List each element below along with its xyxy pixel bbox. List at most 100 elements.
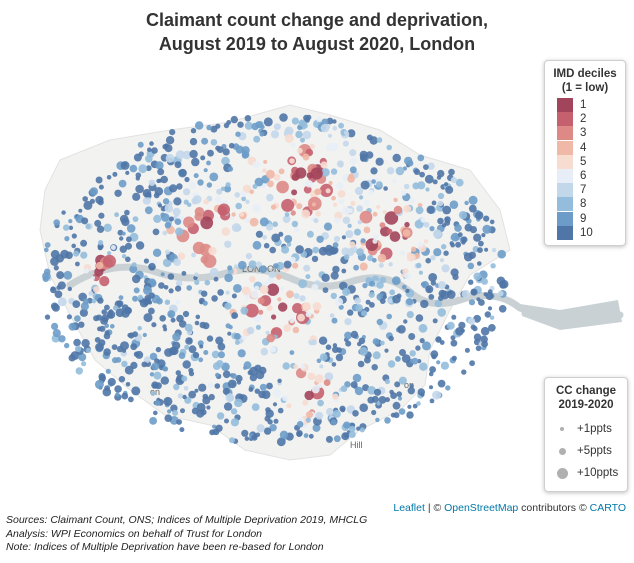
ward-point (397, 325, 406, 334)
ward-point (450, 232, 460, 242)
ward-point (183, 199, 189, 205)
imd-legend-item: 3 (551, 126, 619, 141)
imd-legend-title-2: (1 = low) (561, 82, 609, 94)
ward-point (477, 261, 482, 266)
ward-point (292, 303, 303, 314)
ward-point (419, 338, 425, 344)
ward-point (241, 429, 249, 437)
ward-point (115, 357, 122, 363)
ward-point (238, 260, 247, 270)
ward-point (244, 121, 253, 130)
ward-point (480, 326, 490, 336)
imd-legend-item: 7 (551, 183, 619, 198)
ward-point (263, 427, 272, 435)
ward-point (377, 253, 387, 263)
ward-point (229, 437, 235, 444)
ward-point (99, 325, 106, 332)
ward-point (469, 226, 477, 234)
ward-point (388, 335, 394, 342)
ward-point (331, 195, 336, 201)
note-line: Note: Indices of Multiple Deprivation ha… (6, 541, 324, 553)
ward-point (80, 251, 88, 259)
cc-legend-item: +1ppts (551, 418, 621, 440)
ward-point (192, 351, 200, 359)
ward-point (149, 352, 158, 361)
ward-point (159, 315, 166, 322)
ward-point (356, 205, 364, 212)
ward-point (234, 398, 243, 408)
ward-point (170, 317, 176, 323)
ward-point (338, 304, 344, 310)
ward-point (322, 287, 329, 293)
ward-point (68, 322, 77, 331)
ward-point (164, 299, 171, 305)
ward-point (309, 143, 315, 149)
carto-link[interactable]: CARTO (589, 502, 626, 514)
leaflet-link[interactable]: Leaflet (393, 502, 425, 514)
ward-point (173, 383, 180, 391)
ward-point (121, 304, 129, 311)
ward-point (143, 356, 151, 364)
ward-point (278, 231, 284, 237)
ward-point (81, 339, 90, 348)
ward-point (362, 283, 368, 289)
ward-point (489, 315, 495, 320)
ward-point (342, 216, 351, 224)
ward-point (240, 190, 247, 197)
ward-point (181, 271, 187, 276)
ward-point (56, 271, 65, 280)
ward-point (104, 330, 110, 336)
ward-point (153, 410, 158, 416)
ward-point (212, 362, 221, 370)
ward-point (184, 344, 190, 350)
ward-point (320, 161, 328, 169)
ward-point (302, 302, 312, 311)
ward-point (342, 287, 351, 296)
ward-point (253, 135, 261, 143)
ward-point (224, 418, 229, 424)
ward-point (121, 360, 128, 368)
ward-point (402, 284, 407, 290)
imd-swatch (557, 225, 573, 240)
osm-link[interactable]: OpenStreetMap (444, 502, 519, 514)
ward-point (249, 276, 256, 283)
ward-point (215, 424, 223, 432)
ward-point (241, 335, 248, 341)
ward-point (240, 306, 249, 315)
ward-point (497, 249, 507, 259)
london-map[interactable]: LONDON on Hill on (0, 60, 634, 515)
ward-point (125, 256, 131, 263)
imd-swatch (557, 169, 573, 184)
ward-point (154, 187, 164, 196)
ward-point (260, 124, 265, 130)
ward-point (415, 345, 421, 351)
ward-point (217, 203, 230, 216)
ward-point (187, 202, 192, 207)
ward-point (278, 168, 285, 175)
ward-point (230, 408, 238, 415)
ward-point (63, 270, 73, 280)
ward-point (142, 332, 147, 338)
ward-point (94, 337, 101, 343)
ward-point (435, 336, 442, 343)
ward-point (473, 233, 482, 242)
ward-point (168, 216, 174, 222)
ward-point (448, 168, 455, 176)
ward-point (437, 192, 445, 200)
thames-estuary (520, 300, 622, 330)
cc-legend-title-2: 2019-2020 (558, 399, 614, 411)
ward-point (348, 425, 356, 433)
ward-point (340, 385, 348, 393)
ward-point (164, 348, 173, 357)
ward-point (403, 183, 410, 190)
ward-point (266, 333, 276, 343)
ward-point (74, 345, 82, 352)
ward-point (233, 264, 239, 269)
ward-point (394, 381, 401, 388)
imd-legend-label: 6 (580, 170, 587, 183)
ward-point (147, 147, 152, 152)
ward-point (127, 396, 134, 403)
ward-point (441, 244, 447, 250)
ward-point (237, 349, 246, 358)
cc-legend-label: +10ppts (577, 467, 619, 479)
